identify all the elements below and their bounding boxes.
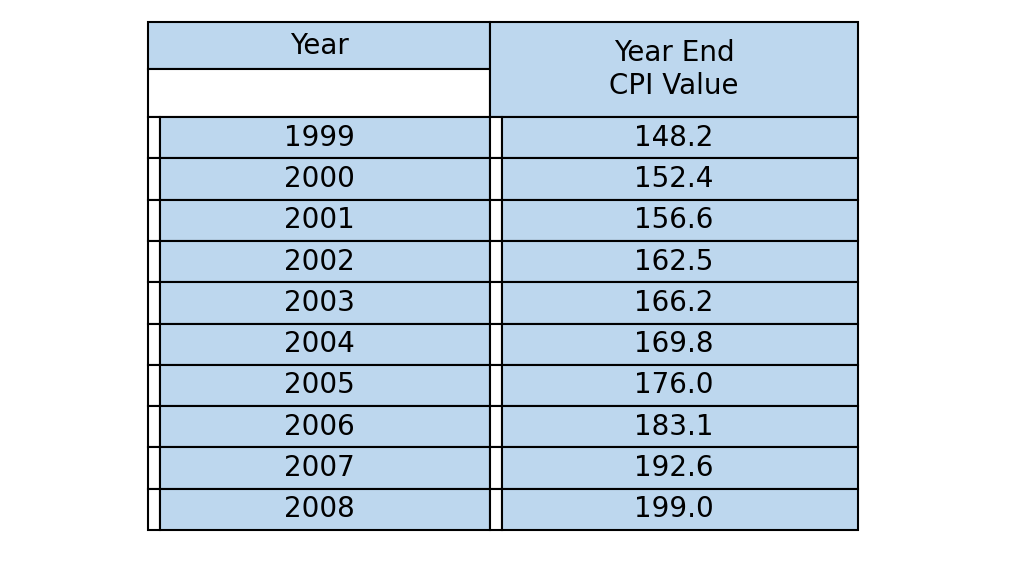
Bar	[148, 200, 160, 241]
Bar	[160, 323, 490, 365]
Bar	[490, 241, 502, 282]
Bar	[502, 447, 858, 489]
Text: 2003: 2003	[284, 289, 354, 317]
Bar	[490, 158, 502, 200]
Bar	[502, 406, 858, 447]
Bar	[148, 241, 160, 282]
Bar	[490, 447, 502, 489]
Text: 152.4: 152.4	[634, 165, 714, 193]
Bar	[148, 447, 160, 489]
Text: 162.5: 162.5	[634, 248, 714, 275]
Bar	[490, 406, 502, 447]
Bar	[490, 365, 502, 406]
Bar	[160, 365, 490, 406]
Bar	[148, 406, 160, 447]
Text: 2000: 2000	[284, 165, 354, 193]
Bar	[160, 282, 490, 323]
Text: 166.2: 166.2	[634, 289, 714, 317]
Bar	[490, 22, 858, 117]
Text: 176.0: 176.0	[634, 372, 714, 399]
Text: 2006: 2006	[284, 413, 354, 441]
Text: 156.6: 156.6	[634, 206, 714, 234]
Bar	[502, 117, 858, 158]
Text: 1999: 1999	[284, 124, 354, 151]
Bar	[148, 69, 490, 117]
Bar	[502, 158, 858, 200]
Bar	[160, 406, 490, 447]
Bar	[502, 323, 858, 365]
Bar	[160, 158, 490, 200]
Bar	[160, 241, 490, 282]
Bar	[502, 241, 858, 282]
Bar	[502, 200, 858, 241]
Text: 2007: 2007	[284, 454, 354, 482]
Bar	[148, 282, 160, 323]
Text: Year End
CPI Value: Year End CPI Value	[609, 39, 738, 100]
Bar	[490, 323, 502, 365]
Text: 2002: 2002	[284, 248, 354, 275]
Bar	[148, 365, 160, 406]
Bar	[502, 282, 858, 323]
Text: 169.8: 169.8	[634, 330, 714, 358]
Bar	[160, 447, 490, 489]
Bar	[148, 489, 160, 530]
Bar	[148, 22, 490, 69]
Text: 148.2: 148.2	[634, 124, 714, 151]
Bar	[148, 323, 160, 365]
Bar	[160, 200, 490, 241]
Bar	[148, 117, 160, 158]
Text: 192.6: 192.6	[634, 454, 714, 482]
Text: 2004: 2004	[284, 330, 354, 358]
Text: 2008: 2008	[284, 495, 354, 524]
Bar	[490, 117, 502, 158]
Bar	[160, 489, 490, 530]
Text: 199.0: 199.0	[634, 495, 714, 524]
Text: 183.1: 183.1	[634, 413, 714, 441]
Text: Year: Year	[290, 32, 348, 59]
Bar	[490, 200, 502, 241]
Bar	[502, 365, 858, 406]
Text: 2005: 2005	[284, 372, 354, 399]
Bar	[160, 117, 490, 158]
Bar	[502, 489, 858, 530]
Bar	[148, 158, 160, 200]
Bar	[490, 282, 502, 323]
Bar	[490, 489, 502, 530]
Text: 2001: 2001	[284, 206, 354, 234]
